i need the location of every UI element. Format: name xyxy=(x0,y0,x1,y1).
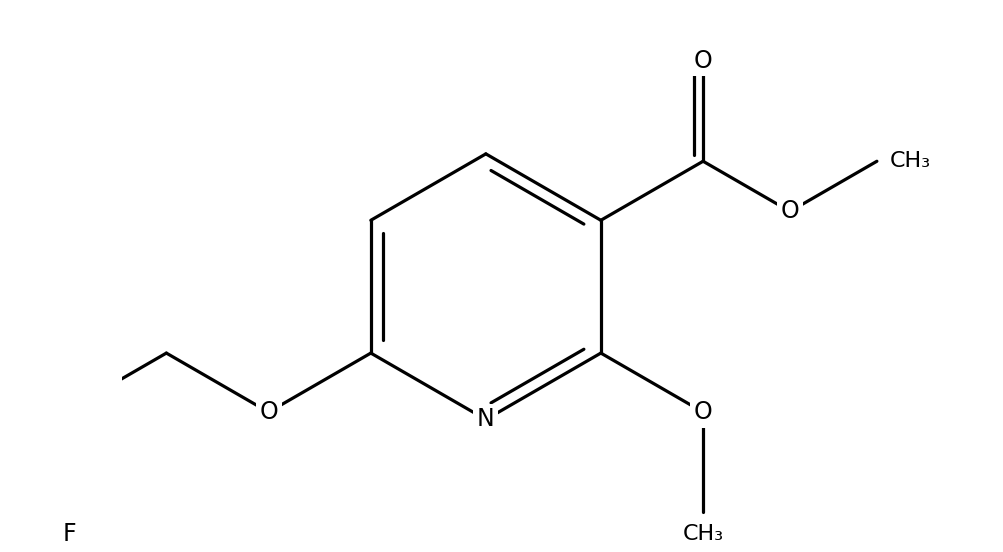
Text: N: N xyxy=(476,407,494,432)
Text: O: O xyxy=(780,199,798,224)
Text: CH₃: CH₃ xyxy=(682,524,723,544)
Text: O: O xyxy=(693,49,712,73)
Text: O: O xyxy=(259,400,278,424)
Text: CH₃: CH₃ xyxy=(889,151,930,171)
Text: F: F xyxy=(62,522,76,546)
Text: O: O xyxy=(693,400,712,424)
